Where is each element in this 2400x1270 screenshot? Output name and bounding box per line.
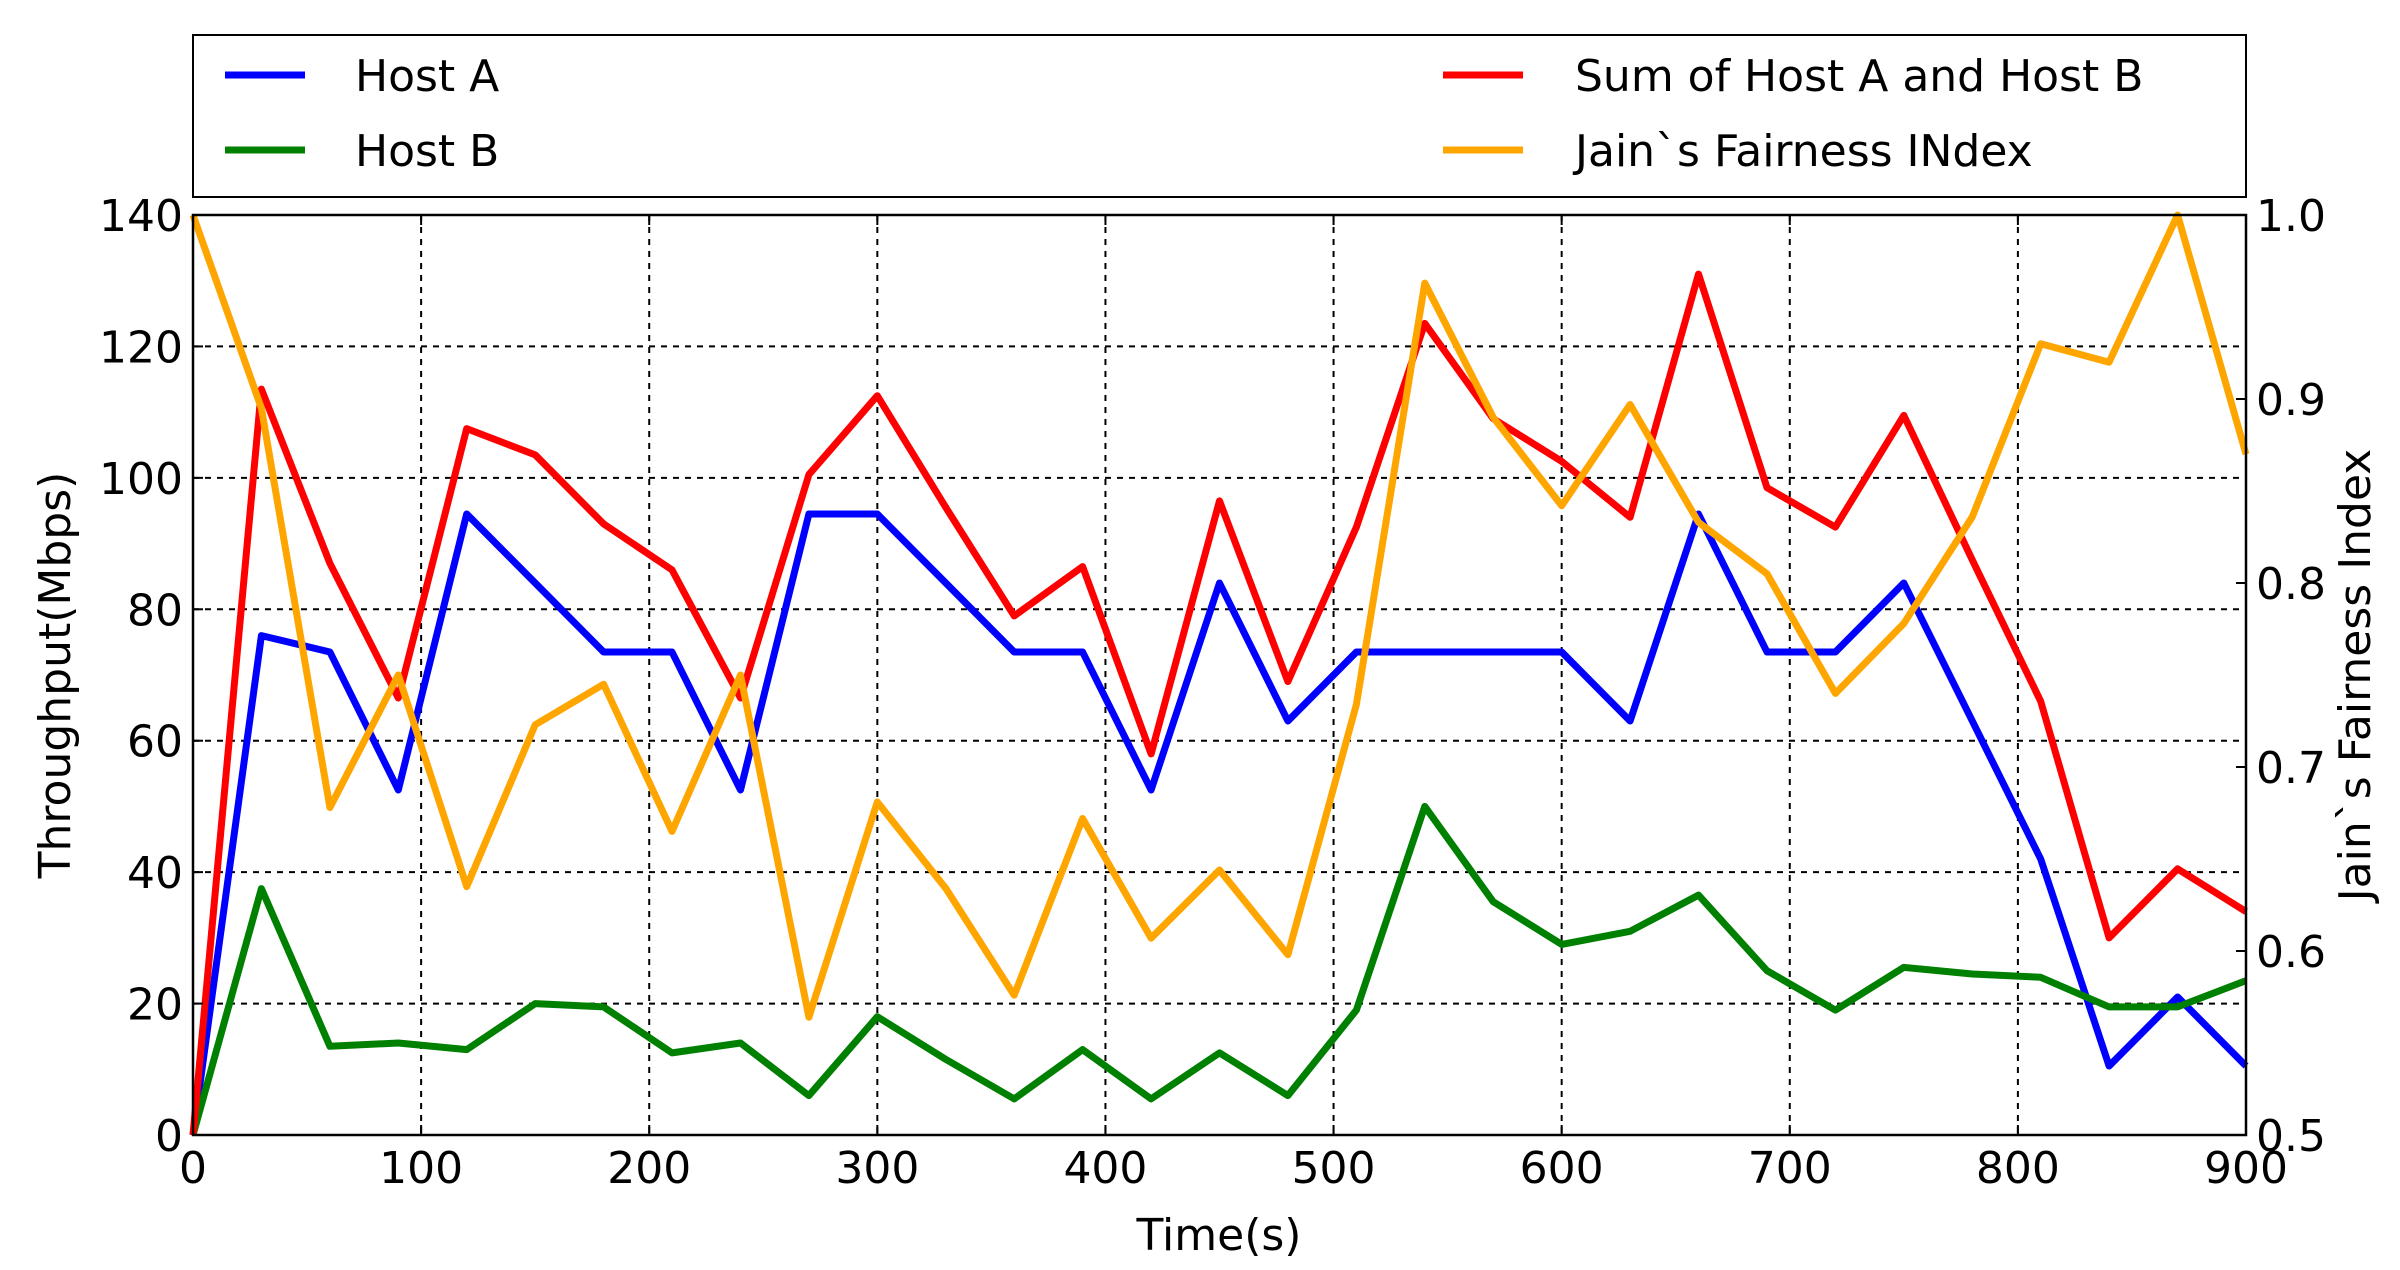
x-tick-label: 500: [1292, 1143, 1376, 1194]
y-tick-label: 120: [99, 322, 183, 373]
legend-label-host-a: Host A: [355, 51, 499, 102]
y2-tick-label: 1.0: [2256, 191, 2326, 242]
y-tick-label: 0: [155, 1111, 183, 1162]
y2-tick-label: 0.8: [2256, 559, 2326, 610]
plot-frame: [191, 213, 2248, 1137]
legend-label-host-b: Host B: [355, 126, 499, 177]
series-line-jain-s-fairness-index: [189, 211, 2250, 1021]
legend-label-sum: Sum of Host A and Host B: [1575, 51, 2143, 102]
y-axis-title: Throughput(Mbps): [30, 472, 81, 880]
series-lines: [189, 211, 2250, 1136]
x-tick-label: 900: [2204, 1143, 2288, 1194]
y-tick-label: 40: [127, 848, 183, 899]
series-line-host-b: [189, 802, 2248, 1136]
x-tick-label: 200: [607, 1143, 691, 1194]
x-tick-label: 300: [835, 1143, 919, 1194]
y-tick-label: 20: [127, 980, 183, 1031]
x-tick-label: 600: [1520, 1143, 1604, 1194]
y-tick-label: 60: [127, 717, 183, 768]
y2-tick-label: 0.7: [2256, 743, 2326, 794]
y2-tick-label: 0.9: [2256, 375, 2326, 426]
y-tick-label: 100: [99, 454, 183, 505]
series-line-host-a: [189, 510, 2249, 1136]
x-tick-label: 400: [1063, 1143, 1147, 1194]
y-tick-label: 140: [99, 191, 183, 242]
grid-lines: [193, 215, 2246, 1135]
series-line-sum-of-host-a-and-host-b: [189, 270, 2248, 1136]
x-axis-title: Time(s): [1136, 1210, 1302, 1261]
y2-axis-title: Jain`s Fairness Index: [2330, 449, 2381, 905]
y2-tick-label: 0.6: [2256, 927, 2326, 978]
y-tick-label: 80: [127, 585, 183, 636]
axis-ticks: 0 100 200 300 400 500 600 700 800 900 0 20 40 60 80 100…: [99, 191, 2326, 1194]
x-tick-label: 100: [379, 1143, 463, 1194]
x-tick-label: 800: [1976, 1143, 2060, 1194]
x-tick-label: 700: [1748, 1143, 1832, 1194]
y2-tick-label: 0.5: [2256, 1111, 2326, 1162]
legend-label-fairness: Jain`s Fairness INdex: [1572, 126, 2033, 177]
legend-box: [192, 34, 2247, 198]
x-tick-label: 0: [179, 1143, 207, 1194]
legend: Host A Host B Sum of Host A and Host B J…: [192, 34, 2247, 198]
